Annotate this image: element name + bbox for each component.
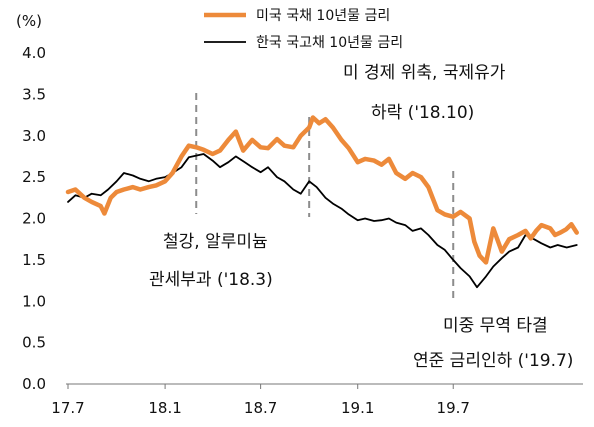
y-tick-label: 1.0 — [22, 292, 46, 310]
y-axis-ticks: 4.0 3.5 3.0 2.5 2.0 1.5 1.0 0.5 0.0 — [22, 44, 46, 393]
x-tick-label: 17.7 — [51, 399, 84, 417]
annotation-trade-line2: 연준 금리인하 ('19.7) — [413, 351, 573, 371]
y-tick-label: 2.0 — [22, 210, 46, 228]
annotation-tariffs-line1: 철강, 알루미늄 — [163, 232, 268, 252]
y-tick-label: 3.5 — [22, 85, 46, 103]
x-tick-label: 18.1 — [148, 399, 181, 417]
series-lines — [65, 115, 579, 289]
y-tick-label: 0.0 — [22, 375, 46, 393]
annotation-trade-deal: 미중 무역 타결 연준 금리인하 ('19.7) — [413, 316, 573, 371]
annotation-trade-line1: 미중 무역 타결 — [443, 316, 548, 336]
annotation-tariffs-line2: 관세부과 ('18.3) — [149, 270, 273, 290]
x-tick-label: 19.1 — [341, 399, 374, 417]
legend-label-us: 미국 국채 10년물 금리 — [256, 8, 390, 24]
annotation-oil-line1: 미 경제 위축, 국제유가 — [343, 63, 506, 83]
legend-label-kr: 한국 국고채 10년물 금리 — [256, 35, 403, 51]
legend: 미국 국채 10년물 금리 한국 국고채 10년물 금리 — [204, 8, 403, 51]
annotation-oil: 미 경제 위축, 국제유가 하락 ('18.10) — [343, 63, 506, 123]
x-tick-label: 18.7 — [244, 399, 277, 417]
series-line-us-10y — [65, 115, 579, 265]
annotation-oil-line2: 하락 ('18.10) — [371, 103, 474, 123]
x-tick-label: 19.7 — [437, 399, 470, 417]
series-line-kr-10y — [67, 153, 578, 289]
y-tick-label: 4.0 — [22, 44, 46, 62]
y-tick-label: 3.0 — [22, 127, 46, 145]
y-tick-label: 2.5 — [22, 168, 46, 186]
y-tick-label: 1.5 — [22, 251, 46, 269]
annotation-tariffs: 철강, 알루미늄 관세부과 ('18.3) — [149, 232, 273, 290]
event-markers — [195, 93, 455, 299]
x-axis-ticks: 17.7 18.1 18.7 19.1 19.7 — [51, 384, 470, 417]
y-unit-label: (%) — [16, 12, 42, 30]
y-tick-label: 0.5 — [22, 334, 46, 352]
